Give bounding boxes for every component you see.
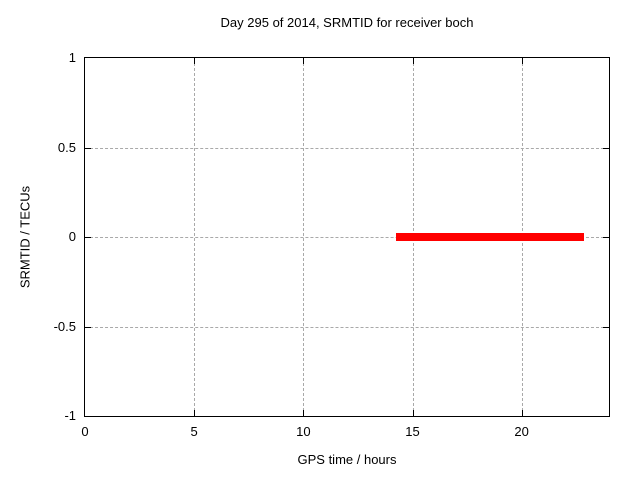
x-tick-label: 0: [81, 424, 89, 439]
x-tick-label: 10: [296, 424, 311, 439]
data-line-segment: [396, 233, 584, 241]
x-tick-top: [412, 58, 414, 64]
x-axis-label: GPS time / hours: [297, 452, 397, 467]
x-tick-bottom: [412, 410, 414, 416]
h-gridline: [85, 237, 609, 238]
h-gridline: [85, 326, 609, 328]
x-tick-label: 5: [190, 424, 198, 439]
y-tick-label: 1: [68, 50, 76, 65]
y-tick-right: [603, 147, 609, 149]
y-tick-label: -0.5: [53, 318, 76, 334]
h-gridline: [85, 147, 609, 149]
y-tick-right: [603, 326, 609, 328]
x-tick-top: [521, 58, 523, 64]
chart-title: Day 295 of 2014, SRMTID for receiver boc…: [220, 15, 474, 30]
x-tick-bottom: [303, 410, 305, 416]
y-tick-left: [85, 147, 91, 149]
x-tick-label: 15: [405, 424, 420, 439]
y-tick-right: [603, 237, 609, 238]
y-axis-label: SRMTID / TECUs: [17, 185, 33, 289]
y-tick-left: [85, 326, 91, 328]
x-tick-bottom: [521, 410, 523, 416]
x-tick-bottom: [194, 410, 196, 416]
x-tick-label: 20: [514, 424, 529, 439]
y-tick-left: [85, 237, 91, 238]
y-tick-label: 0.5: [57, 139, 76, 155]
x-tick-top: [303, 58, 305, 64]
plot-area: [84, 57, 610, 417]
y-tick-label: -1: [64, 408, 76, 423]
x-tick-top: [194, 58, 196, 64]
